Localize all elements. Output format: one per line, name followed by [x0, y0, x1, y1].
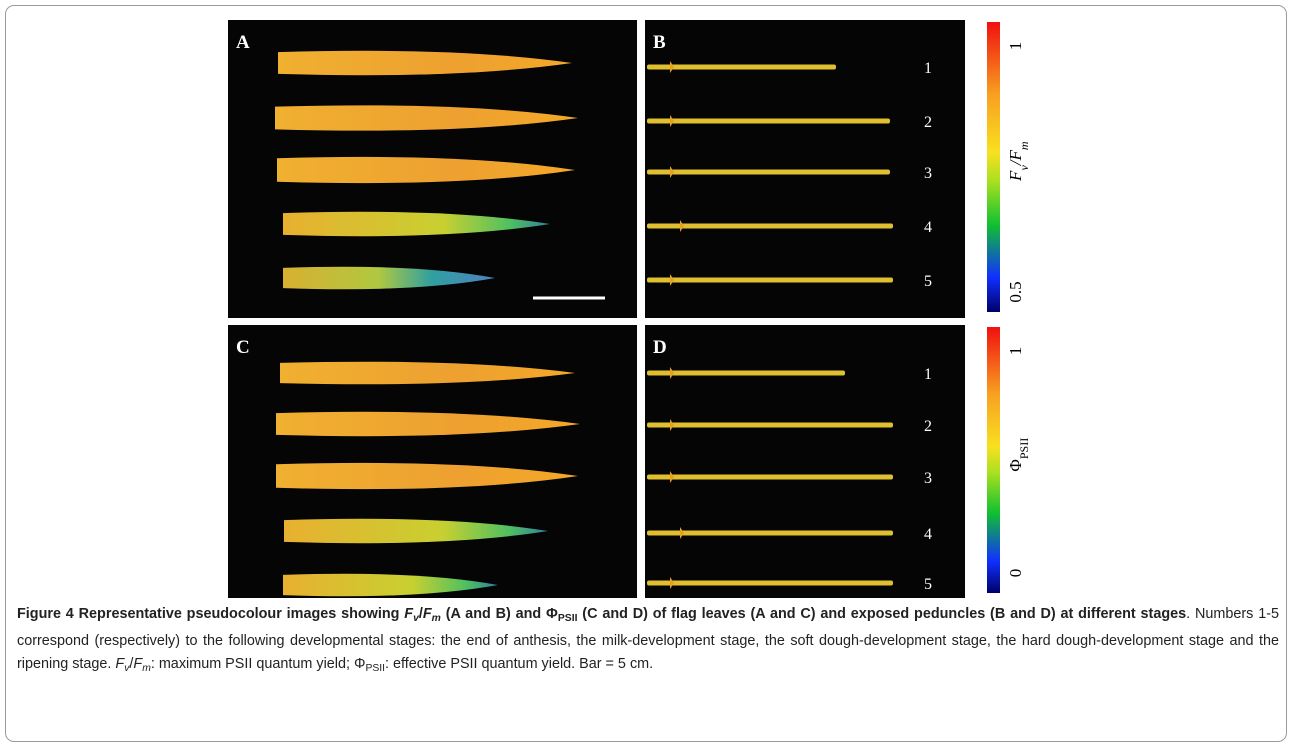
colorbar-tick-label: 0 — [1006, 569, 1025, 578]
leaf — [283, 211, 550, 237]
stage-number: 2 — [924, 418, 932, 435]
peduncle — [647, 530, 893, 536]
caption-run: F — [133, 656, 143, 673]
stage-number: 5 — [924, 273, 932, 290]
label-run: PSII — [1017, 438, 1031, 459]
stage-number: 4 — [924, 219, 932, 236]
label-run: / — [1006, 158, 1025, 166]
node — [670, 166, 674, 178]
node — [670, 367, 674, 379]
caption-run: F — [422, 606, 432, 622]
label-run: v — [1017, 165, 1031, 171]
stage-number: 1 — [924, 366, 932, 383]
stage-number: 1 — [924, 60, 932, 77]
caption-run: . Numbers 1-5 correspond (respectively) … — [17, 606, 1279, 673]
caption-run: F — [115, 656, 125, 673]
caption-run: (A and B) and Φ — [440, 606, 558, 622]
caption-run: v — [413, 613, 419, 625]
figure-frame — [5, 5, 1287, 742]
panel-label: C — [236, 337, 250, 358]
panel-label: A — [236, 32, 250, 53]
caption-run: PSII — [557, 613, 578, 625]
peduncle — [647, 118, 890, 124]
colorbar-tick-label: 1 — [1006, 347, 1025, 356]
node — [670, 577, 674, 589]
node — [670, 419, 674, 431]
colorbar-tick-label: 1 — [1006, 42, 1025, 51]
caption-run: : effective PSII quantum yield. Bar = 5 … — [385, 656, 654, 673]
caption-run: F — [404, 606, 414, 622]
panel-label: D — [653, 337, 667, 358]
peduncle — [647, 370, 845, 376]
caption-run: / — [129, 656, 134, 673]
label-run: F — [1006, 150, 1025, 162]
stage-number: 4 — [924, 526, 932, 543]
stage-number: 3 — [924, 470, 932, 487]
label-run: F — [1006, 170, 1025, 182]
node — [670, 115, 674, 127]
caption-title: Figure 4 Representative pseudocolour ima… — [17, 606, 1187, 625]
leaf — [280, 361, 575, 385]
caption-run: Figure 4 Representative pseudocolour ima… — [17, 606, 405, 622]
leaf — [276, 411, 580, 437]
peduncle — [647, 277, 893, 283]
caption-run: m — [142, 663, 151, 675]
stage-number: 2 — [924, 114, 932, 131]
node — [680, 220, 684, 232]
figure-caption: Figure 4 Representative pseudocolour ima… — [17, 603, 1279, 680]
stage-number: 3 — [924, 165, 932, 182]
peduncle — [647, 223, 893, 229]
caption-run: : maximum PSII quantum yield; Φ — [150, 656, 366, 673]
image-panel — [645, 20, 965, 318]
caption-text: . Numbers 1-5 correspond (respectively) … — [17, 606, 1279, 675]
leaf — [275, 105, 578, 131]
peduncle — [647, 64, 836, 70]
label-run: Φ — [1006, 459, 1025, 471]
leaf — [284, 518, 548, 544]
peduncle — [647, 474, 893, 480]
leaf — [277, 156, 575, 184]
peduncle — [647, 422, 893, 428]
node — [670, 471, 674, 483]
image-panel — [645, 325, 965, 598]
peduncle — [647, 580, 893, 586]
leaf — [276, 462, 578, 490]
leaf — [278, 50, 572, 76]
label-run: m — [1017, 141, 1031, 150]
colorbar-label: ΦPSII — [1006, 438, 1031, 472]
caption-run: m — [431, 613, 441, 625]
leaf — [283, 266, 495, 290]
colorbar-tick-label: 0.5 — [1006, 281, 1025, 302]
caption-run: PSII — [365, 663, 386, 675]
stage-number: 5 — [924, 576, 932, 593]
node — [680, 527, 684, 539]
leaf — [283, 573, 498, 597]
colorbar-label: Fv/Fm — [1006, 141, 1031, 182]
caption-run: (C and D) of flag leaves (A and C) and e… — [577, 606, 1187, 622]
caption-run: v — [124, 663, 130, 675]
panel-label: B — [653, 32, 666, 53]
caption-run: / — [418, 606, 423, 622]
node — [670, 61, 674, 73]
peduncle — [647, 169, 890, 175]
colorbar — [987, 22, 1000, 312]
node — [670, 274, 674, 286]
colorbar — [987, 327, 1000, 593]
